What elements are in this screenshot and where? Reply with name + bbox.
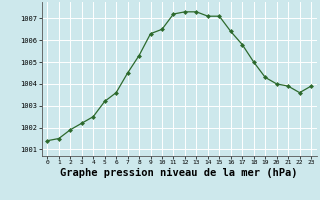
X-axis label: Graphe pression niveau de la mer (hPa): Graphe pression niveau de la mer (hPa) — [60, 168, 298, 178]
